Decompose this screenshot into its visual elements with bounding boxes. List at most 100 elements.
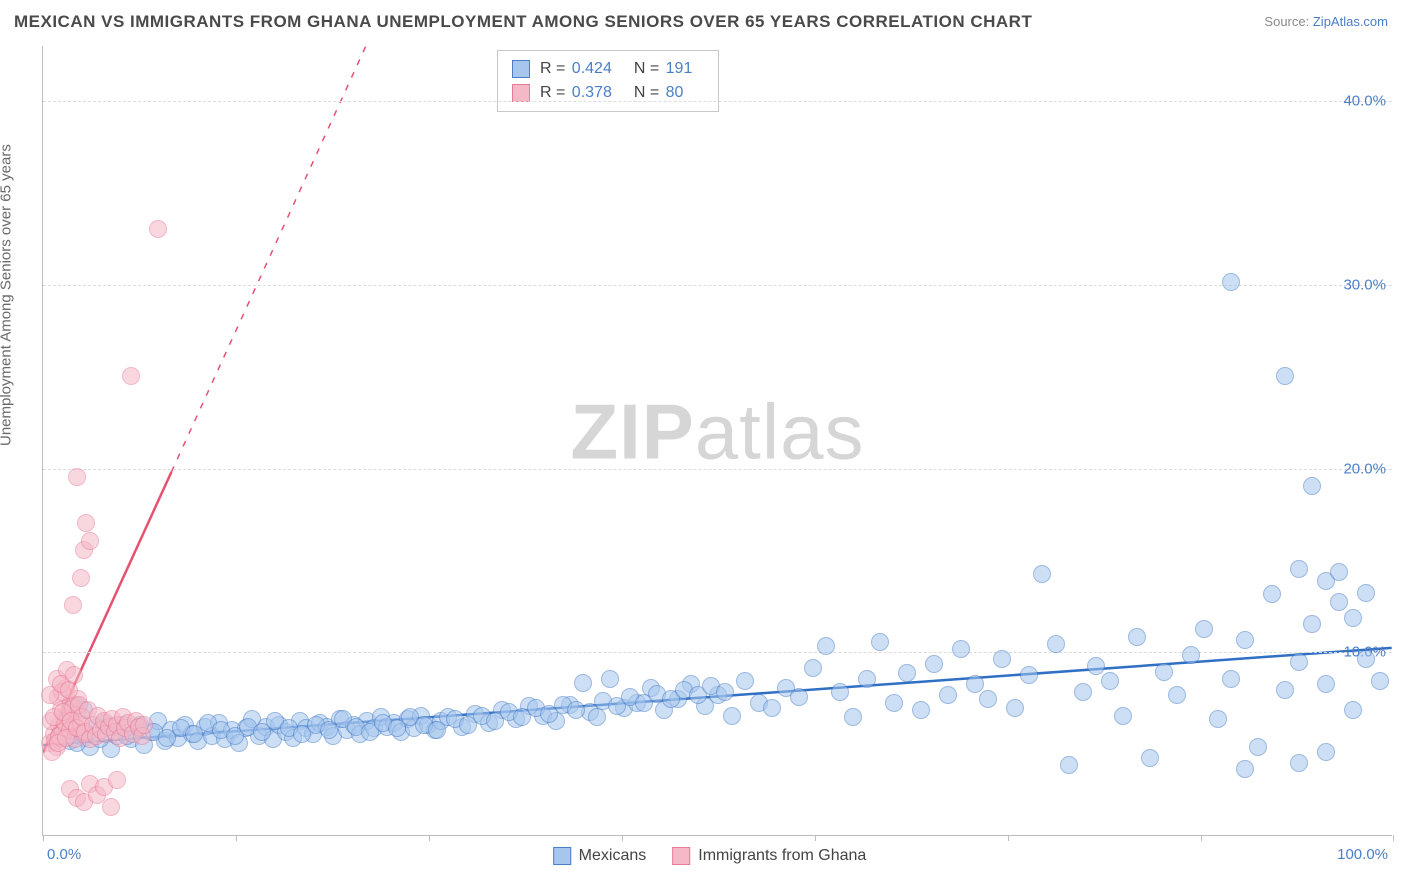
stat-r-value: 0.378: [572, 84, 612, 101]
scatter-point: [81, 532, 99, 550]
y-axis-label: Unemployment Among Seniors over 65 years: [0, 144, 15, 446]
stats-row: R = 0.424 N = 191: [512, 57, 704, 81]
scatter-point: [736, 672, 754, 690]
scatter-point: [723, 707, 741, 725]
chart-title: MEXICAN VS IMMIGRANTS FROM GHANA UNEMPLO…: [14, 12, 1032, 32]
scatter-point: [831, 683, 849, 701]
scatter-point: [149, 220, 167, 238]
scatter-point: [1344, 609, 1362, 627]
watermark: ZIPatlas: [570, 386, 864, 477]
scatter-point: [1249, 738, 1267, 756]
scatter-point: [871, 633, 889, 651]
scatter-point: [1303, 615, 1321, 633]
legend-label: Mexicans: [579, 847, 647, 865]
stat-n-value: 191: [666, 60, 693, 77]
x-tick-mark: [1393, 835, 1394, 841]
x-tick-label: 0.0%: [47, 846, 81, 863]
scatter-point: [1357, 584, 1375, 602]
scatter-point: [68, 468, 86, 486]
scatter-point: [1236, 760, 1254, 778]
x-tick-mark: [429, 835, 430, 841]
watermark-atlas: atlas: [695, 387, 865, 475]
scatter-point: [1317, 675, 1335, 693]
stat-n-label: N = 191: [634, 57, 705, 81]
scatter-point: [885, 694, 903, 712]
gridline: [43, 469, 1392, 470]
scatter-point: [763, 699, 781, 717]
scatter-point: [1303, 477, 1321, 495]
scatter-point: [1060, 756, 1078, 774]
scatter-point: [844, 708, 862, 726]
y-tick-label: 20.0%: [1343, 460, 1386, 477]
scatter-point: [858, 670, 876, 688]
scatter-point: [1101, 672, 1119, 690]
scatter-point: [1033, 565, 1051, 583]
scatter-point: [898, 664, 916, 682]
scatter-point: [912, 701, 930, 719]
scatter-point: [1222, 273, 1240, 291]
scatter-point: [574, 674, 592, 692]
scatter-point: [925, 655, 943, 673]
gridline: [43, 285, 1392, 286]
legend-item: Immigrants from Ghana: [672, 847, 866, 865]
scatter-point: [966, 675, 984, 693]
watermark-zip: ZIP: [570, 387, 694, 475]
x-tick-label: 100.0%: [1337, 846, 1388, 863]
scatter-point: [1128, 628, 1146, 646]
scatter-point: [1114, 707, 1132, 725]
x-tick-mark: [236, 835, 237, 841]
scatter-point: [567, 701, 585, 719]
scatter-point: [1087, 657, 1105, 675]
scatter-point: [1222, 670, 1240, 688]
scatter-point: [1276, 367, 1294, 385]
scatter-point: [1209, 710, 1227, 728]
legend-swatch: [672, 847, 690, 865]
stat-r-label: R = 0.424: [540, 57, 624, 81]
source-name[interactable]: ZipAtlas.com: [1313, 14, 1388, 29]
stat-r-value: 0.424: [572, 60, 612, 77]
scatter-point: [1290, 653, 1308, 671]
scatter-point: [1290, 560, 1308, 578]
scatter-point: [122, 367, 140, 385]
legend-label: Immigrants from Ghana: [698, 847, 866, 865]
source-prefix: Source:: [1264, 14, 1309, 29]
scatter-point: [817, 637, 835, 655]
scatter-point: [1020, 666, 1038, 684]
scatter-point: [77, 514, 95, 532]
scatter-point: [716, 683, 734, 701]
stat-n-value: 80: [666, 84, 684, 101]
scatter-point: [1074, 683, 1092, 701]
scatter-point: [428, 721, 446, 739]
scatter-point: [64, 596, 82, 614]
legend-swatch: [512, 60, 530, 78]
scatter-point: [1344, 701, 1362, 719]
scatter-point: [1006, 699, 1024, 717]
gridline: [43, 101, 1392, 102]
source-attribution: Source: ZipAtlas.com: [1264, 14, 1388, 29]
chart-container: MEXICAN VS IMMIGRANTS FROM GHANA UNEMPLO…: [0, 0, 1406, 892]
x-tick-mark: [43, 835, 44, 841]
scatter-point: [939, 686, 957, 704]
scatter-point: [1317, 743, 1335, 761]
y-tick-label: 40.0%: [1343, 93, 1386, 110]
scatter-point: [102, 798, 120, 816]
x-tick-mark: [815, 835, 816, 841]
legend-swatch: [553, 847, 571, 865]
scatter-point: [65, 666, 83, 684]
scatter-point: [1276, 681, 1294, 699]
scatter-point: [1371, 672, 1389, 690]
scatter-point: [1155, 663, 1173, 681]
x-tick-mark: [622, 835, 623, 841]
scatter-point: [979, 690, 997, 708]
scatter-point: [1182, 646, 1200, 664]
scatter-point: [588, 708, 606, 726]
scatter-point: [1195, 620, 1213, 638]
scatter-point: [790, 688, 808, 706]
scatter-point: [1263, 585, 1281, 603]
y-tick-label: 30.0%: [1343, 276, 1386, 293]
scatter-point: [1330, 593, 1348, 611]
scatter-point: [1290, 754, 1308, 772]
scatter-point: [108, 771, 126, 789]
scatter-point: [993, 650, 1011, 668]
legend-item: Mexicans: [553, 847, 647, 865]
